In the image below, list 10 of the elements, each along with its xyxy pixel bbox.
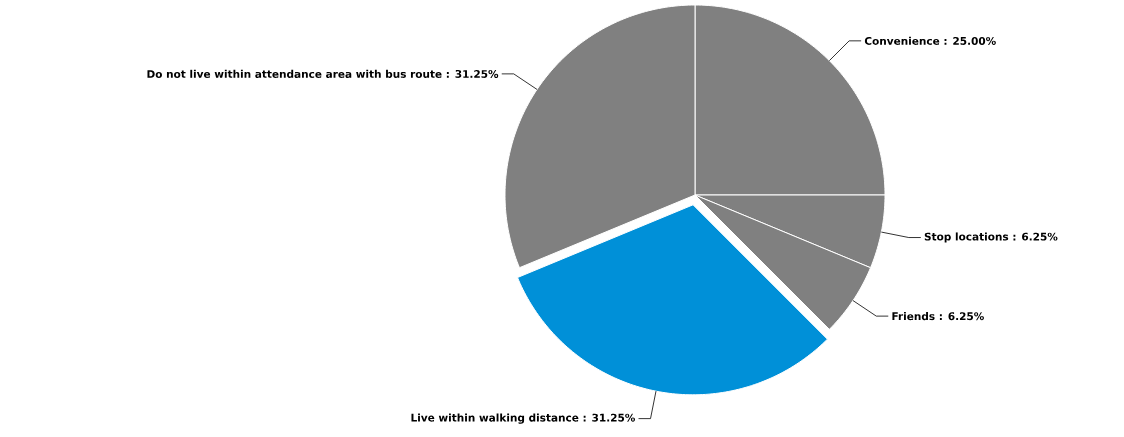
slice-label: Friends — [892, 312, 935, 321]
data-label: : 25.00% — [944, 36, 996, 45]
data-label: : 6.25% — [1013, 232, 1058, 241]
slice-label: Convenience — [864, 36, 940, 45]
data-label: : 6.25% — [939, 312, 984, 321]
slice-label: Do not live within attendance area with bus route — [147, 69, 442, 78]
data-label: : 31.25% — [446, 70, 499, 78]
slice-label: Live within walking distance — [411, 413, 579, 424]
data-label: : 31.25% — [583, 413, 635, 422]
slice-label: Stop locations — [924, 232, 1009, 243]
